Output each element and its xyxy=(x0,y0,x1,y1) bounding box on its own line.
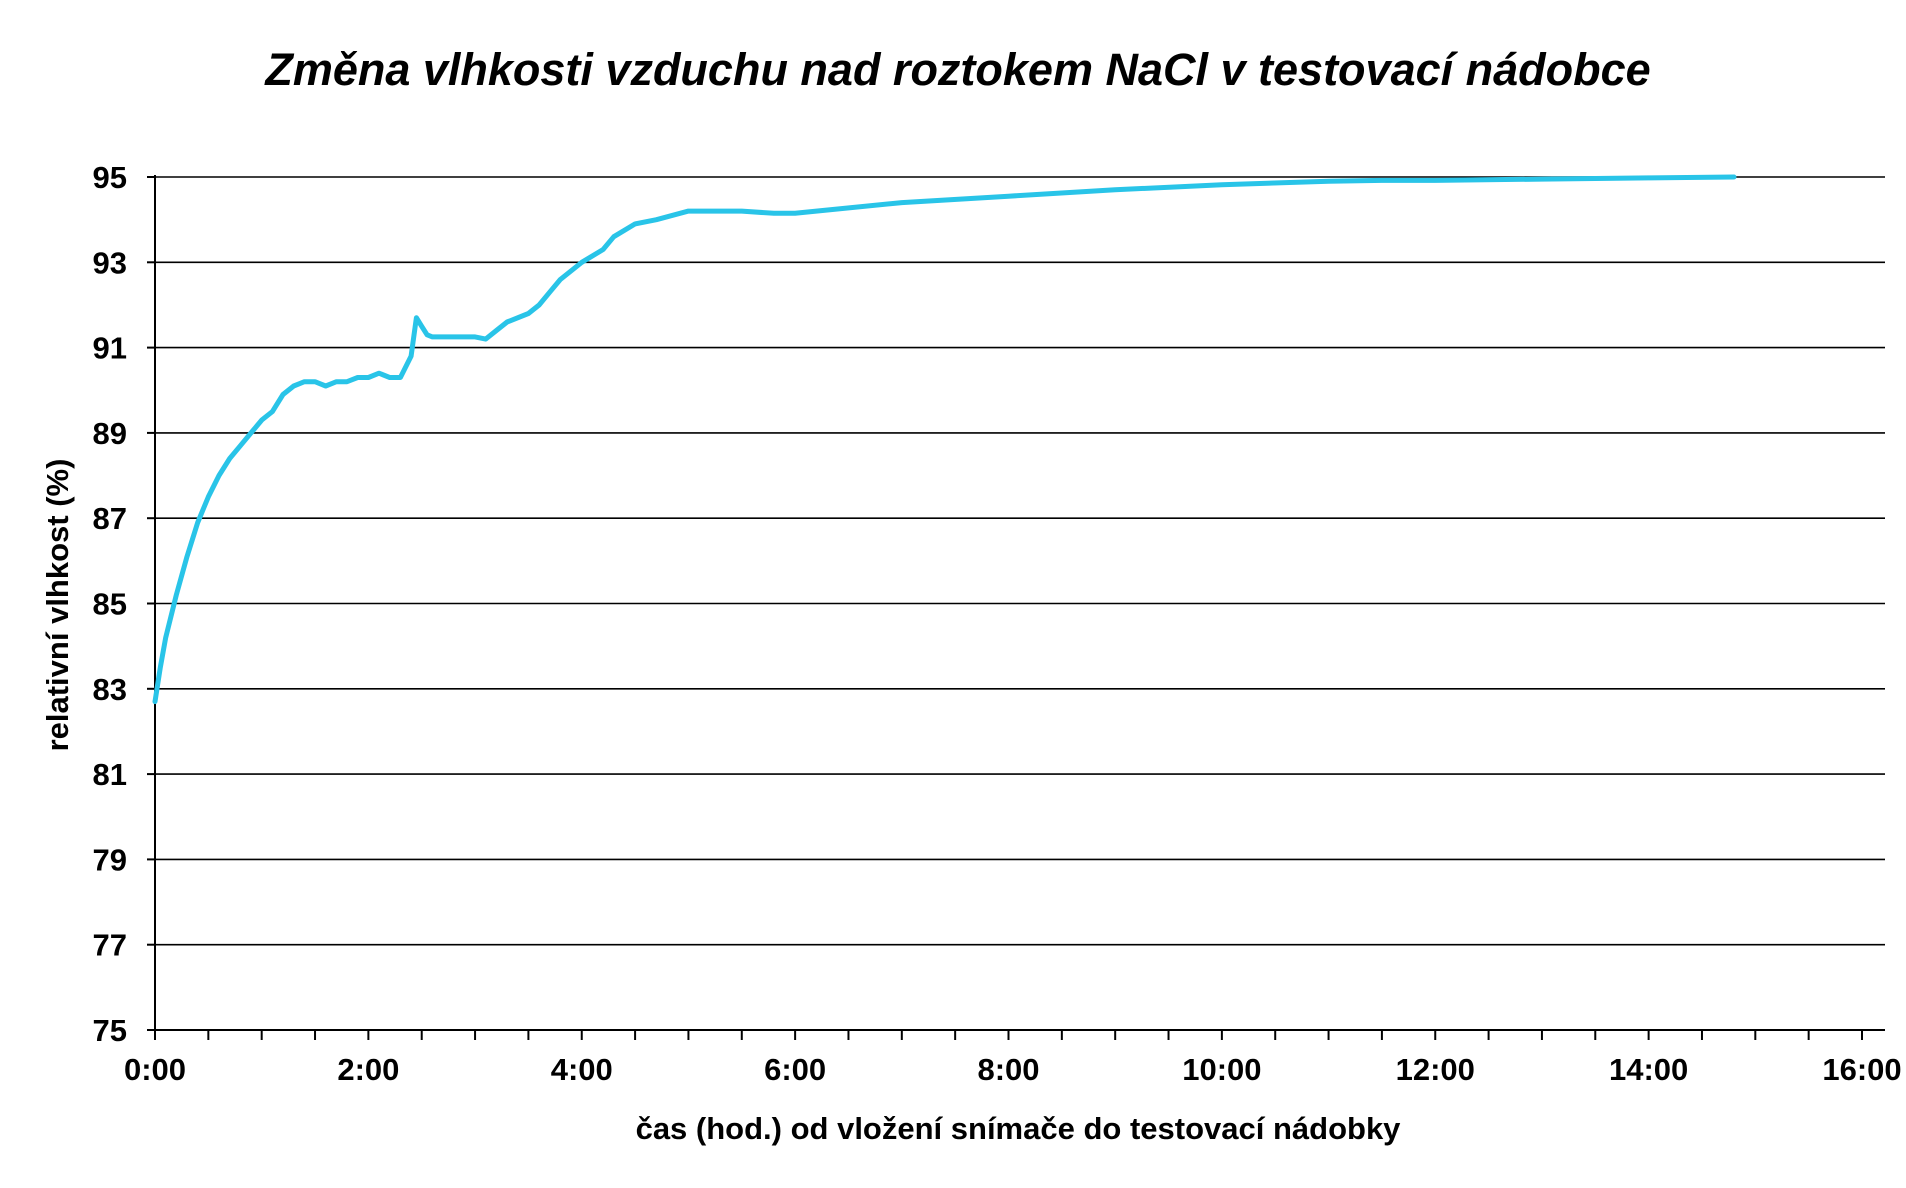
x-tick-label: 16:00 xyxy=(1822,1052,1901,1087)
y-tick-label: 83 xyxy=(93,672,127,707)
y-tick-label: 85 xyxy=(93,587,127,622)
x-tick-label: 6:00 xyxy=(764,1052,826,1087)
y-tick-label: 91 xyxy=(93,331,127,366)
x-tick-label: 4:00 xyxy=(551,1052,613,1087)
axes xyxy=(147,175,1885,1040)
y-tick-label: 89 xyxy=(93,416,127,451)
tick-labels: 75 77 79 81 83 85 87 89 91 93 95 0:00 2:00 4:00 6:00 8:… xyxy=(93,160,1902,1087)
y-tick-label: 95 xyxy=(93,160,127,195)
series-layer xyxy=(152,174,1737,705)
x-tick-label: 12:00 xyxy=(1396,1052,1475,1087)
series-line xyxy=(152,174,1737,705)
y-tick-label: 87 xyxy=(93,501,127,536)
x-tick-label: 8:00 xyxy=(977,1052,1039,1087)
y-tick-label: 79 xyxy=(93,842,127,877)
chart-title: Změna vlhkosti vzduchu nad roztokem NaCl… xyxy=(263,44,1650,95)
x-tick-label: 2:00 xyxy=(337,1052,399,1087)
x-axis-label: čas (hod.) od vložení snímače do testova… xyxy=(636,1111,1402,1146)
gridlines xyxy=(155,176,1885,946)
y-tick-label: 81 xyxy=(93,757,127,792)
y-tick-label: 77 xyxy=(93,928,127,963)
y-axis-label: relativní vlhkost (%) xyxy=(40,459,75,752)
x-tick-label: 0:00 xyxy=(124,1052,186,1087)
x-tick-label: 14:00 xyxy=(1609,1052,1688,1087)
x-tick-label: 10:00 xyxy=(1182,1052,1261,1087)
y-tick-label: 93 xyxy=(93,245,127,280)
y-tick-label: 75 xyxy=(93,1013,127,1048)
